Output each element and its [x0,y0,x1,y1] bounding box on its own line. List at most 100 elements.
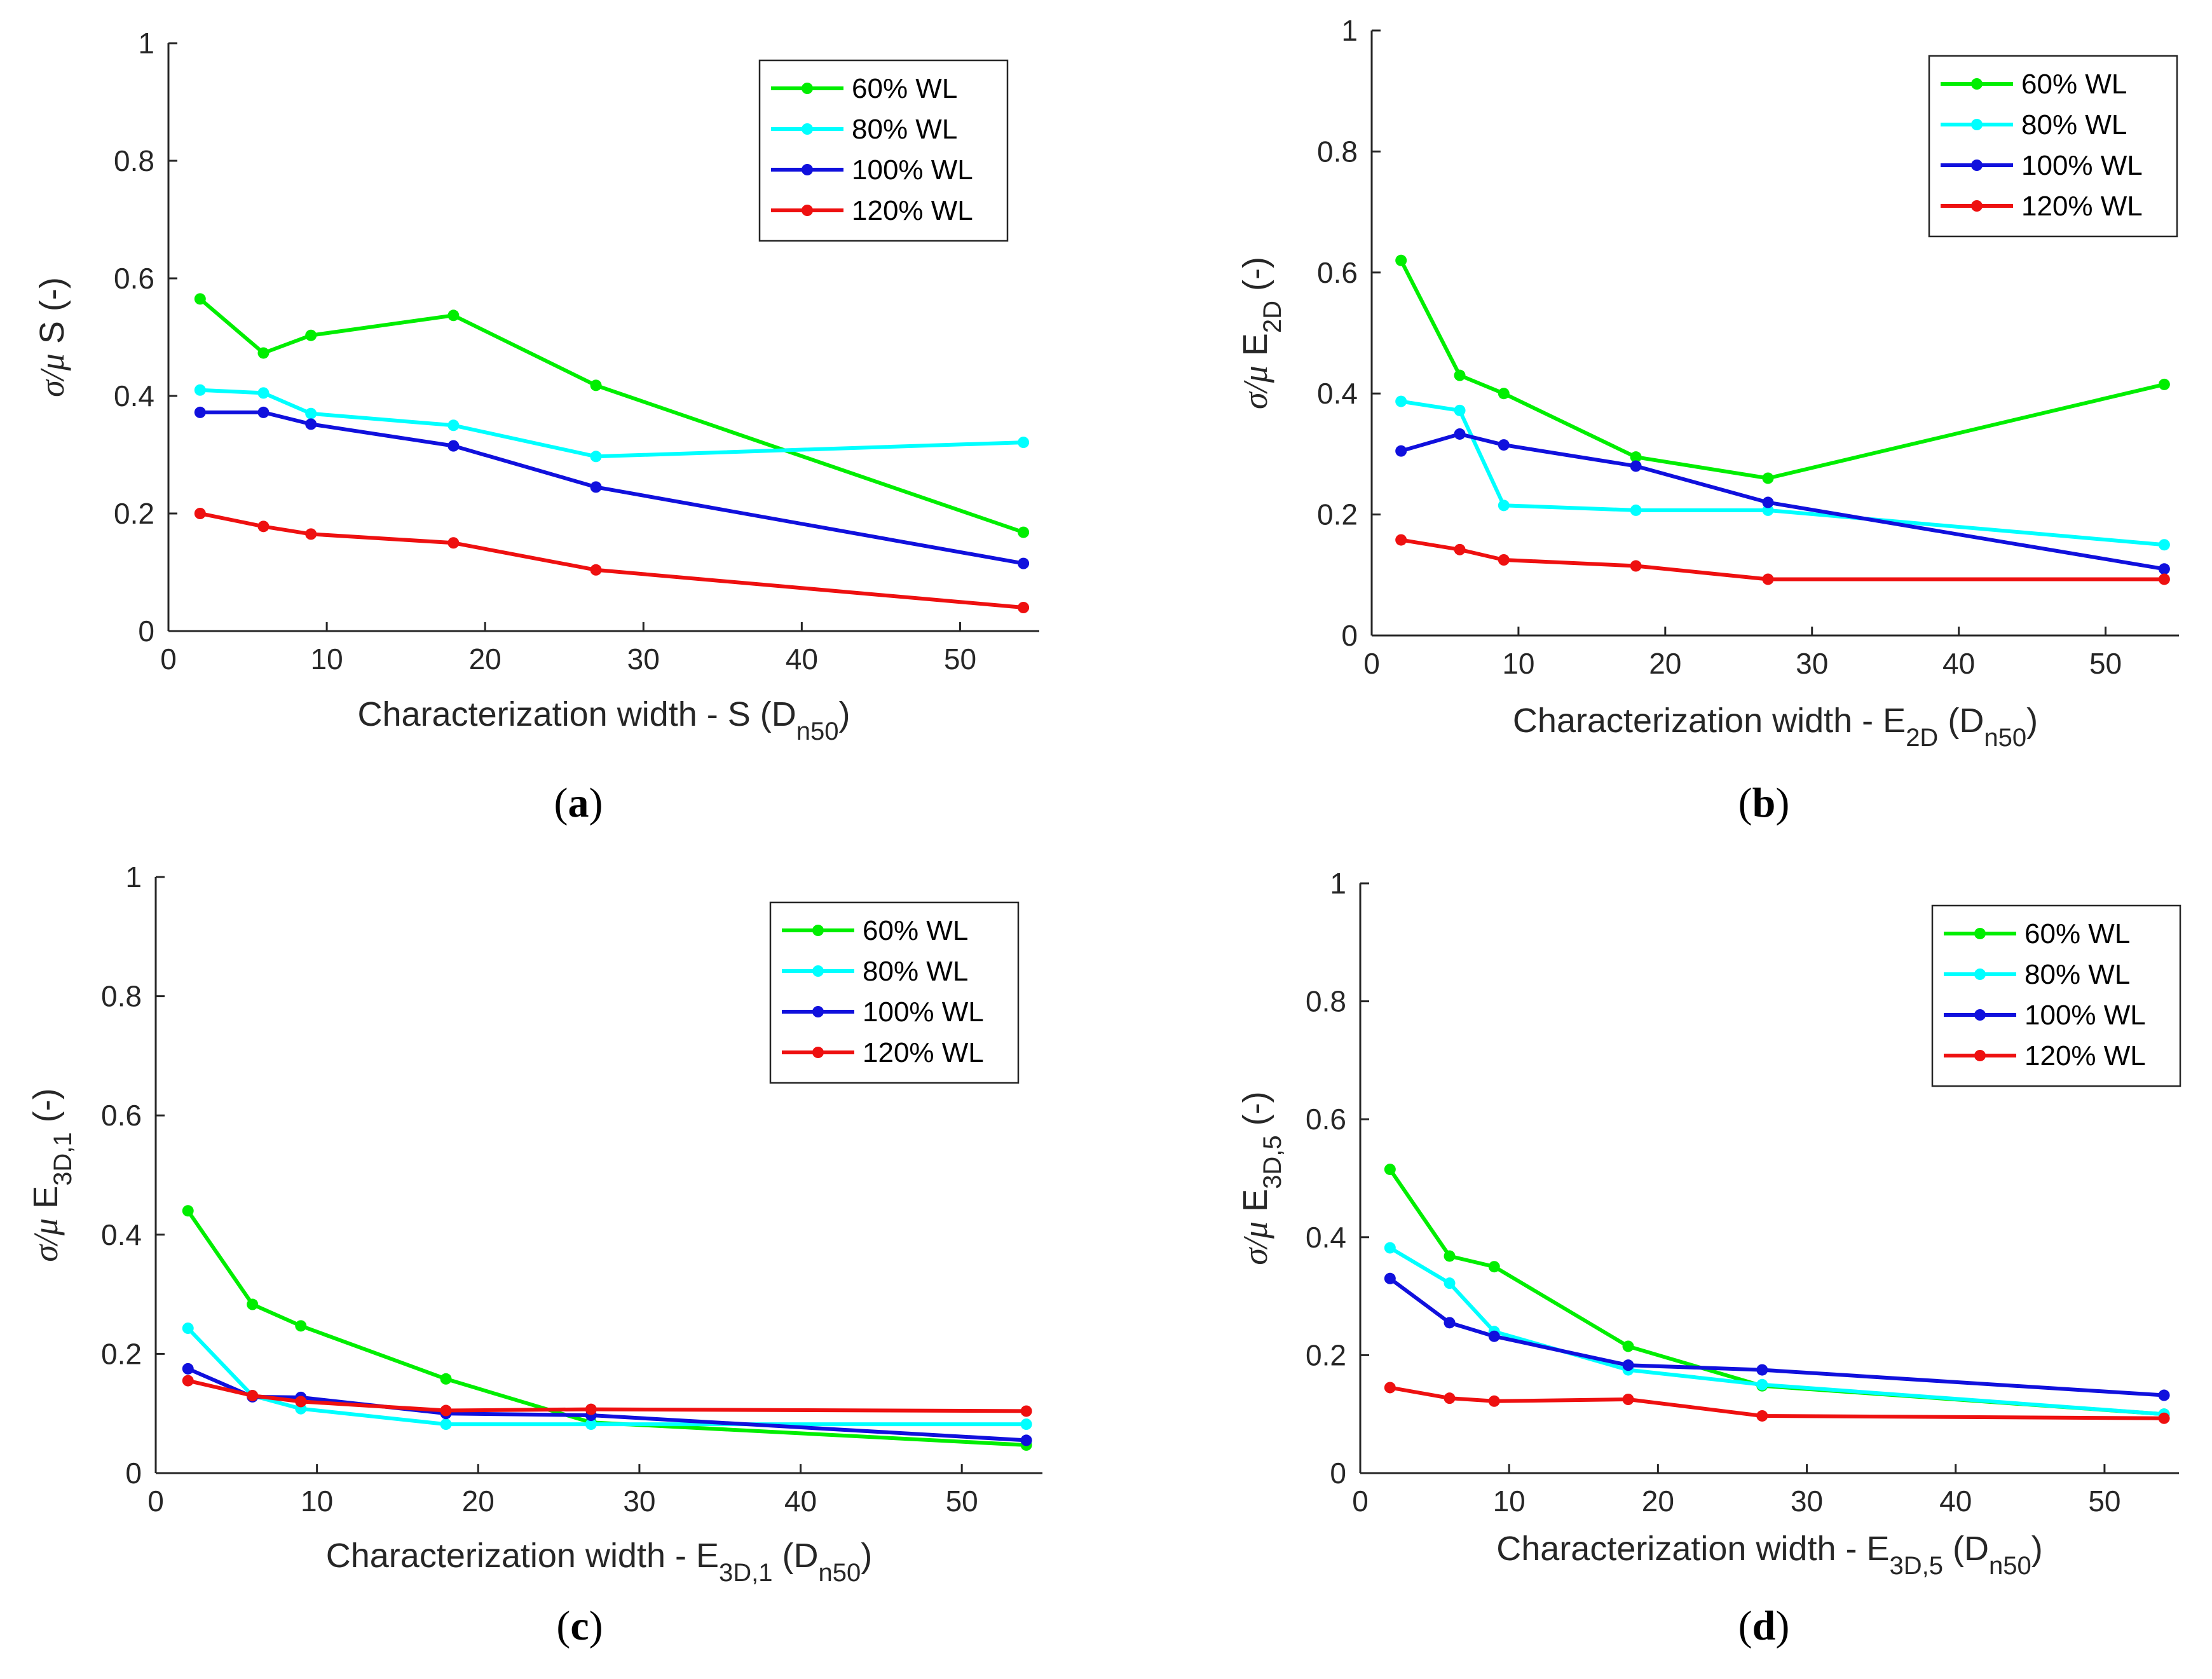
legend-swatch-marker [1974,1050,1986,1061]
x-axis-label: Characterization width - E2D (Dn50) [1513,702,2038,752]
series-line-120pct-wl [188,1378,1027,1413]
data-point [182,1375,194,1387]
legend-swatch-marker [812,1006,824,1017]
legend-swatch-marker [802,83,813,94]
data-point [2158,1412,2170,1424]
series-line-80pct-wl [200,388,1024,459]
legend-entry: 80% WL [2024,959,2130,990]
data-point [1762,496,1774,508]
series-line-100pct-wl [1400,432,2165,571]
data-point [440,1418,452,1431]
data-point [447,419,460,432]
y-tick-label: 0.2 [1306,1338,1346,1371]
series-line-120pct-wl [200,512,1024,609]
x-tick-label: 50 [946,1485,978,1518]
series-line-100pct-wl [200,410,1024,566]
x-axis-label: Characterization width - S (Dn50) [358,695,850,745]
data-point [1488,1395,1500,1407]
legend-swatch-marker [1971,200,1983,212]
legend-box [1931,904,2181,1087]
y-tick-label: 0.4 [101,1218,142,1251]
x-tick-label: 30 [627,642,660,676]
data-point [1444,1250,1456,1262]
data-point [1395,534,1407,546]
y-tick-label: 0 [1330,1457,1346,1490]
x-tick-label: 50 [2089,647,2122,680]
y-tick-label: 0.8 [1317,135,1358,168]
x-tick-label: 30 [1796,647,1828,680]
x-tick-label: 10 [1493,1485,1526,1518]
data-point [295,1320,307,1332]
data-point [305,329,317,341]
data-point [590,564,602,576]
data-point [2158,573,2170,585]
data-point [1444,1277,1456,1289]
data-point [1498,439,1510,451]
data-point [1454,428,1466,440]
data-point [1384,1382,1396,1394]
data-point [585,1403,597,1415]
x-tick-label: 20 [1642,1485,1674,1518]
series-line-60pct-wl [1388,1168,2164,1417]
data-point [1454,543,1466,555]
data-point [1488,1261,1500,1273]
data-point [257,406,270,418]
data-point [1622,1394,1634,1405]
x-tick-label: 0 [1363,647,1380,680]
data-point [1020,1405,1032,1417]
data-point [1622,1340,1634,1352]
data-point [1488,1330,1500,1342]
data-point [1622,1359,1634,1371]
y-tick-label: 0.6 [1306,1103,1346,1136]
legend-entry: 60% WL [2021,69,2127,100]
y-tick-label: 0.2 [101,1337,142,1370]
data-point [1762,573,1774,585]
data-point [1020,1418,1032,1431]
data-point [590,451,602,463]
legend-entry: 120% WL [863,1037,984,1068]
legend-entry: 100% WL [2021,150,2143,181]
y-axis-label: σ/μ E3D,5 (-) [1236,1091,1287,1265]
data-point [1762,504,1774,516]
legend-swatch-marker [812,1047,824,1058]
data-point [2158,539,2170,551]
y-axis-label: σ/μ E3D,1 (-) [27,1088,77,1261]
data-point [1630,451,1642,463]
legend-swatch-marker [1974,969,1986,980]
legend-swatch-marker [802,164,813,175]
legend-swatch-marker [812,925,824,936]
legend-entry: 120% WL [852,195,973,226]
y-tick-label: 0.2 [114,497,154,530]
legend: 60% WL 80% WL 100% WL 120% WL [1928,55,2178,238]
legend-entry: 100% WL [863,996,984,1028]
y-tick-label: 0 [138,615,154,648]
legend-swatch-marker [1971,160,1983,171]
data-point [1756,1364,1768,1376]
data-point [257,347,270,359]
x-axis-label: Characterization width - E3D,5 (Dn50) [1496,1530,2043,1580]
series-line-60pct-wl [186,1209,1027,1447]
legend-entry: 60% WL [863,915,968,946]
legend-entry: 100% WL [852,154,973,186]
series-line-120pct-wl [1400,538,2164,581]
y-tick-label: 1 [125,860,142,894]
data-point [1762,472,1774,484]
legend-entry: 80% WL [2021,109,2127,140]
legend-swatch-marker [802,205,813,216]
legend-swatch-marker [1974,928,1986,939]
x-tick-label: 40 [1939,1485,1972,1518]
data-point [1454,369,1466,381]
chart-panel-c: 00.20.40.60.810 10 20 30 40 50Characterizatio… [27,860,1042,1649]
data-point [1630,560,1642,572]
y-axis-label: σ/μ E2D (-) [1236,257,1287,409]
legend-entry: 80% WL [852,114,957,145]
data-point [1384,1164,1396,1176]
legend-entry: 60% WL [852,73,957,104]
data-point [182,1205,194,1217]
data-point [194,384,206,396]
data-point [1018,557,1030,569]
y-tick-label: 0.6 [101,1099,142,1132]
y-tick-label: 1 [1341,14,1358,47]
y-tick-label: 0.6 [114,262,154,295]
